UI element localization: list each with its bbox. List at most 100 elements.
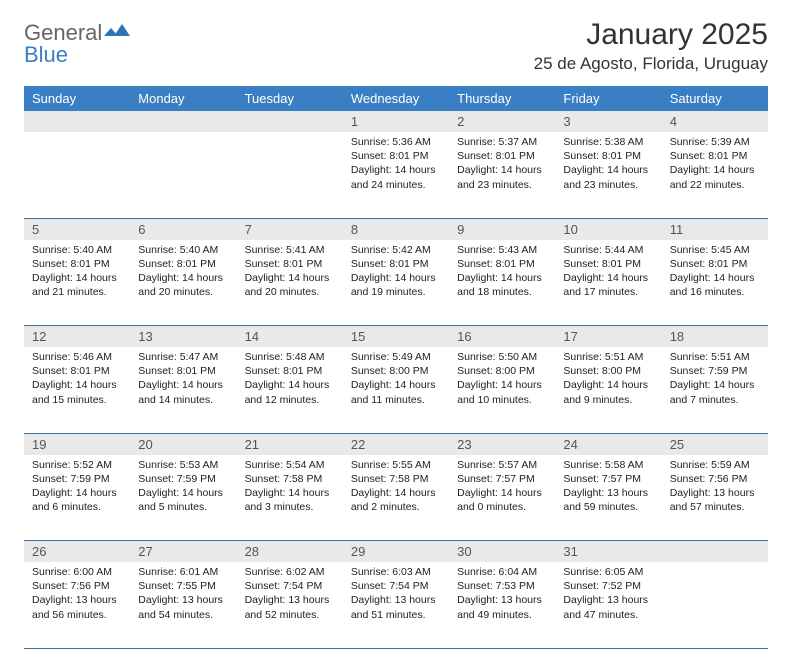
day-info: Sunrise: 5:36 AMSunset: 8:01 PMDaylight:… <box>343 132 449 198</box>
daylight-text: Daylight: 14 hours and 6 minutes. <box>32 486 122 514</box>
daylight-text: Daylight: 13 hours and 51 minutes. <box>351 593 441 621</box>
day-number-cell: 28 <box>237 541 343 563</box>
logo-text: General Blue <box>24 22 130 66</box>
sunrise-text: Sunrise: 5:59 AM <box>670 458 760 472</box>
sunset-text: Sunset: 7:55 PM <box>138 579 228 593</box>
day-number-cell <box>130 111 236 132</box>
sunset-text: Sunset: 7:59 PM <box>32 472 122 486</box>
day-number-cell: 21 <box>237 433 343 455</box>
day-content-cell: Sunrise: 5:59 AMSunset: 7:56 PMDaylight:… <box>662 455 768 541</box>
day-number-cell: 6 <box>130 218 236 240</box>
day-content-cell: Sunrise: 5:50 AMSunset: 8:00 PMDaylight:… <box>449 347 555 433</box>
sunrise-text: Sunrise: 5:43 AM <box>457 243 547 257</box>
sunset-text: Sunset: 8:01 PM <box>245 364 335 378</box>
day-info: Sunrise: 5:53 AMSunset: 7:59 PMDaylight:… <box>130 455 236 521</box>
day-number-cell: 12 <box>24 326 130 348</box>
day-info: Sunrise: 5:41 AMSunset: 8:01 PMDaylight:… <box>237 240 343 306</box>
sunrise-text: Sunrise: 5:48 AM <box>245 350 335 364</box>
daylight-text: Daylight: 13 hours and 59 minutes. <box>563 486 653 514</box>
day-number-row: 12131415161718 <box>24 326 768 348</box>
sunset-text: Sunset: 8:01 PM <box>245 257 335 271</box>
day-info: Sunrise: 5:42 AMSunset: 8:01 PMDaylight:… <box>343 240 449 306</box>
day-content-cell: Sunrise: 5:44 AMSunset: 8:01 PMDaylight:… <box>555 240 661 326</box>
sunset-text: Sunset: 8:01 PM <box>138 364 228 378</box>
day-content-cell: Sunrise: 5:47 AMSunset: 8:01 PMDaylight:… <box>130 347 236 433</box>
day-number-cell: 11 <box>662 218 768 240</box>
sunrise-text: Sunrise: 6:00 AM <box>32 565 122 579</box>
daylight-text: Daylight: 14 hours and 14 minutes. <box>138 378 228 406</box>
daylight-text: Daylight: 14 hours and 19 minutes. <box>351 271 441 299</box>
day-info: Sunrise: 5:58 AMSunset: 7:57 PMDaylight:… <box>555 455 661 521</box>
day-info: Sunrise: 5:50 AMSunset: 8:00 PMDaylight:… <box>449 347 555 413</box>
daylight-text: Daylight: 14 hours and 20 minutes. <box>245 271 335 299</box>
daylight-text: Daylight: 14 hours and 20 minutes. <box>138 271 228 299</box>
day-info: Sunrise: 5:55 AMSunset: 7:58 PMDaylight:… <box>343 455 449 521</box>
day-content-cell: Sunrise: 5:40 AMSunset: 8:01 PMDaylight:… <box>24 240 130 326</box>
daylight-text: Daylight: 13 hours and 47 minutes. <box>563 593 653 621</box>
calendar-page: General Blue January 2025 25 de Agosto, … <box>0 0 792 667</box>
sunset-text: Sunset: 8:01 PM <box>32 364 122 378</box>
daylight-text: Daylight: 14 hours and 7 minutes. <box>670 378 760 406</box>
day-number-cell: 5 <box>24 218 130 240</box>
day-info: Sunrise: 6:04 AMSunset: 7:53 PMDaylight:… <box>449 562 555 628</box>
day-info: Sunrise: 5:37 AMSunset: 8:01 PMDaylight:… <box>449 132 555 198</box>
day-info: Sunrise: 5:57 AMSunset: 7:57 PMDaylight:… <box>449 455 555 521</box>
sunset-text: Sunset: 8:00 PM <box>457 364 547 378</box>
daylight-text: Daylight: 13 hours and 52 minutes. <box>245 593 335 621</box>
sunrise-text: Sunrise: 5:46 AM <box>32 350 122 364</box>
weekday-header-cell: Sunday <box>24 86 130 111</box>
sunset-text: Sunset: 7:54 PM <box>245 579 335 593</box>
day-number-cell: 26 <box>24 541 130 563</box>
location-subtitle: 25 de Agosto, Florida, Uruguay <box>534 54 768 74</box>
day-number-cell: 3 <box>555 111 661 132</box>
daylight-text: Daylight: 13 hours and 54 minutes. <box>138 593 228 621</box>
day-number-cell: 1 <box>343 111 449 132</box>
day-number-cell: 29 <box>343 541 449 563</box>
day-number-cell: 23 <box>449 433 555 455</box>
day-number-cell <box>237 111 343 132</box>
day-content-cell: Sunrise: 5:58 AMSunset: 7:57 PMDaylight:… <box>555 455 661 541</box>
day-content-cell: Sunrise: 5:38 AMSunset: 8:01 PMDaylight:… <box>555 132 661 218</box>
day-content-row: Sunrise: 6:00 AMSunset: 7:56 PM Daylight:… <box>24 562 768 648</box>
sunset-text: Sunset: 8:01 PM <box>563 149 653 163</box>
day-number-row: 567891011 <box>24 218 768 240</box>
flag-icon <box>104 22 130 40</box>
day-content-cell: Sunrise: 6:05 AMSunset: 7:52 PMDaylight:… <box>555 562 661 648</box>
day-content-cell: Sunrise: 5:53 AMSunset: 7:59 PMDaylight:… <box>130 455 236 541</box>
day-info: Sunrise: 5:45 AMSunset: 8:01 PMDaylight:… <box>662 240 768 306</box>
day-info: Sunrise: 5:46 AMSunset: 8:01 PMDaylight:… <box>24 347 130 413</box>
sunset-text: Sunset: 7:59 PM <box>138 472 228 486</box>
day-info: Sunrise: 5:40 AMSunset: 8:01 PMDaylight:… <box>24 240 130 306</box>
day-info: Sunrise: 5:51 AMSunset: 8:00 PMDaylight:… <box>555 347 661 413</box>
daylight-text: Daylight: 14 hours and 9 minutes. <box>563 378 653 406</box>
daylight-text: Daylight: 14 hours and 16 minutes. <box>670 271 760 299</box>
sunrise-text: Sunrise: 6:01 AM <box>138 565 228 579</box>
day-content-cell: Sunrise: 5:54 AMSunset: 7:58 PMDaylight:… <box>237 455 343 541</box>
daylight-text: Daylight: 14 hours and 12 minutes. <box>245 378 335 406</box>
day-info: Sunrise: 6:02 AMSunset: 7:54 PMDaylight:… <box>237 562 343 628</box>
sunrise-text: Sunrise: 6:05 AM <box>563 565 653 579</box>
sunrise-text: Sunrise: 5:42 AM <box>351 243 441 257</box>
day-content-cell: Sunrise: 5:40 AMSunset: 8:01 PMDaylight:… <box>130 240 236 326</box>
day-number-cell: 15 <box>343 326 449 348</box>
sunset-text: Sunset: 7:54 PM <box>351 579 441 593</box>
sunrise-text: Sunrise: 5:57 AM <box>457 458 547 472</box>
weekday-header-cell: Tuesday <box>237 86 343 111</box>
sunrise-text: Sunrise: 5:54 AM <box>245 458 335 472</box>
brand-logo: General Blue <box>24 18 130 66</box>
day-number-row: 262728293031 <box>24 541 768 563</box>
day-content-cell: Sunrise: 5:48 AMSunset: 8:01 PMDaylight:… <box>237 347 343 433</box>
sunset-text: Sunset: 7:58 PM <box>245 472 335 486</box>
weekday-header: SundayMondayTuesdayWednesdayThursdayFrid… <box>24 86 768 111</box>
daylight-text: Daylight: 14 hours and 18 minutes. <box>457 271 547 299</box>
sunset-text: Sunset: 7:57 PM <box>563 472 653 486</box>
day-number-cell: 18 <box>662 326 768 348</box>
sunset-text: Sunset: 8:00 PM <box>563 364 653 378</box>
day-content-cell: Sunrise: 5:45 AMSunset: 8:01 PMDaylight:… <box>662 240 768 326</box>
sunset-text: Sunset: 7:58 PM <box>351 472 441 486</box>
sunset-text: Sunset: 7:56 PM <box>32 579 122 593</box>
day-content-cell: Sunrise: 5:37 AMSunset: 8:01 PMDaylight:… <box>449 132 555 218</box>
sunrise-text: Sunrise: 5:45 AM <box>670 243 760 257</box>
daylight-text: Daylight: 14 hours and 3 minutes. <box>245 486 335 514</box>
day-info: Sunrise: 5:54 AMSunset: 7:58 PMDaylight:… <box>237 455 343 521</box>
